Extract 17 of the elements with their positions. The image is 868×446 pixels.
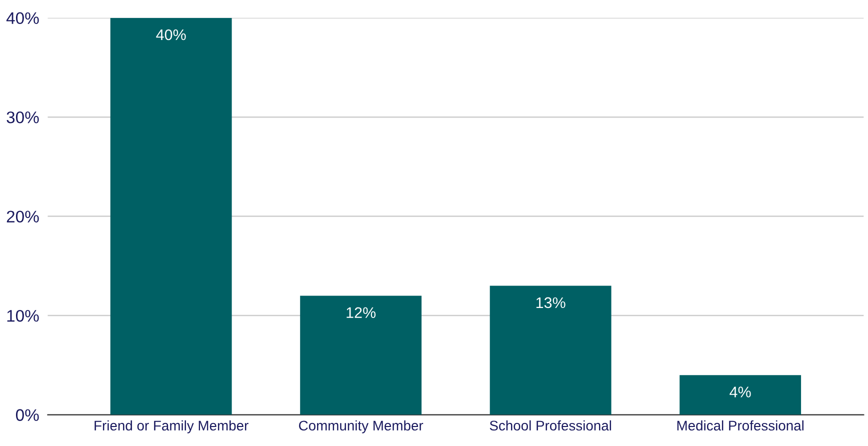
y-tick-label: 30% [6,111,39,124]
y-tick-label: 40% [6,12,39,24]
data-label: 12% [346,307,376,318]
data-label: 40% [156,29,186,40]
x-tick-label: Friend or Family Member [94,420,248,434]
bar [110,18,232,415]
data-label: 13% [536,297,566,308]
bar [680,375,802,415]
y-tick-label: 0% [16,409,39,421]
x-tick-label: Community Member [299,420,424,434]
bar [490,286,612,415]
y-tick-label: 20% [6,210,39,223]
data-label: 4% [730,386,751,398]
x-tick-label: School Professional [490,420,612,431]
x-tick-label: Medical Professional [677,420,804,431]
y-tick-label: 10% [7,310,39,322]
bar [300,296,422,415]
